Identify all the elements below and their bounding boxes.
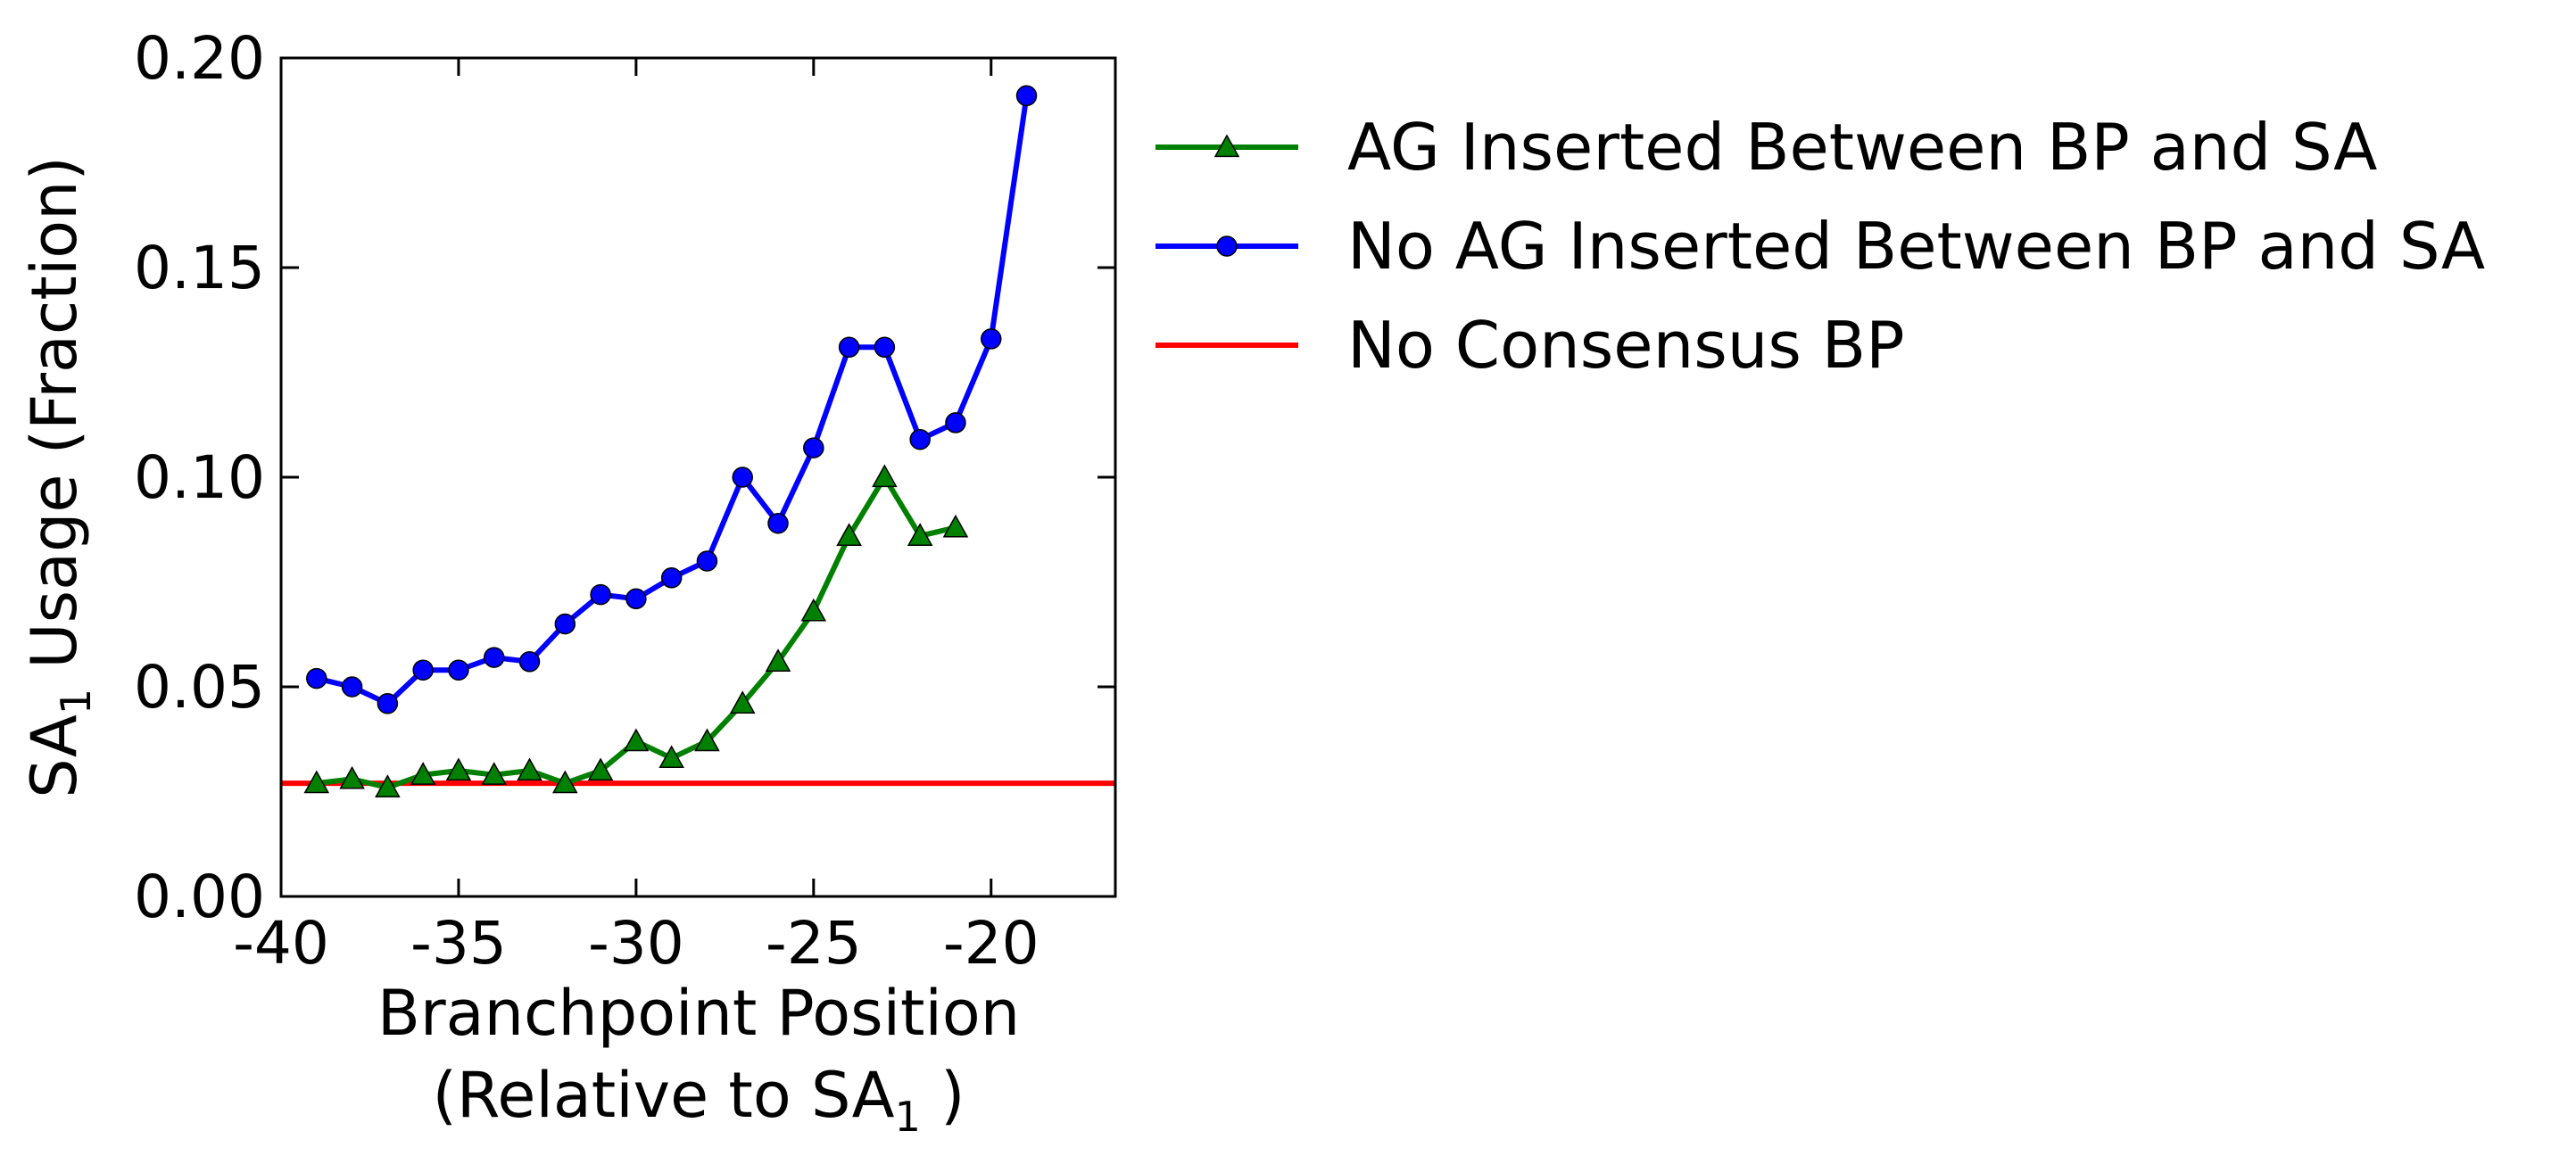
data-point [942,514,969,538]
data-point [377,693,399,714]
data-point [874,336,896,359]
data-point [729,690,756,714]
x-tick-label: -35 [410,909,507,978]
legend-entry: AG Inserted Between BP and SA [1155,110,2377,185]
y-axis-title-subscript: 1 [52,689,100,714]
legend-label: No AG Inserted Between BP and SA [1347,209,2485,284]
y-axis-title-suffix: Usage (Fraction) [18,156,91,689]
data-point [481,762,507,785]
axis-ticks: 0.00 0.05 0.10 0.15 0.20 -40 -35 -30 -25 -20 [134,24,1115,978]
x-axis-title-line2: (Relative to SA1 ) [433,1059,965,1141]
y-tick-label: 0.10 [134,443,265,512]
plot-frame [279,56,1117,898]
x-axis-title-line1: Branchpoint Position [377,977,1020,1050]
data-point [800,598,827,622]
data-point [518,651,541,673]
data-point [552,770,578,794]
data-point [587,757,614,781]
data-point [410,762,436,785]
data-point [980,328,1002,350]
y-axis-title-prefix: SA [18,714,91,798]
data-point [696,550,718,572]
series-line [316,95,1030,706]
data-point [1216,235,1238,257]
data-point [517,757,543,781]
data-point [838,336,860,359]
x-axis-title-line2-subscript: 1 [895,1093,921,1141]
data-point [412,659,434,681]
data-point [1015,85,1038,107]
legend-label: AG Inserted Between BP and SA [1347,110,2377,185]
data-point [303,770,330,794]
y-tick-label: 0.20 [134,24,265,93]
data-point [448,659,469,681]
legend: AG Inserted Between BP and SA No AG Inser… [1155,110,2485,383]
data-point [483,647,505,668]
data-point [767,512,789,534]
data-point [306,667,327,689]
x-tick-label: -40 [233,909,329,978]
data-point [339,765,365,789]
y-tick-label: 0.00 [134,863,265,931]
series-no-ag-inserted-between-bp-and-sa [306,85,1038,714]
data-point [1213,134,1240,158]
data-point [341,676,363,698]
data-point [907,523,933,546]
data-point [625,588,647,610]
data-point [554,613,576,635]
data-point [765,648,791,672]
data-point [375,774,401,797]
legend-label: No Consensus BP [1347,308,1905,383]
data-point [694,728,720,752]
data-point [732,467,753,488]
x-tick-label: -25 [766,909,862,978]
data-point [623,728,650,752]
x-tick-label: -20 [943,909,1040,978]
data-point [803,437,824,458]
data-point [590,583,611,606]
data-point [945,412,966,434]
y-tick-label: 0.15 [134,234,265,302]
legend-entry: No Consensus BP [1155,308,1905,383]
data-point [445,757,472,781]
data-point [658,745,684,769]
x-tick-label: -30 [588,909,684,978]
series-ag-inserted-between-bp-and-sa [303,464,969,797]
legend-entry: No AG Inserted Between BP and SA [1155,209,2485,284]
y-tick-label: 0.05 [134,653,265,722]
x-axis-title-line2-prefix: (Relative to SA [433,1059,895,1132]
data-point [660,567,683,589]
x-axis-title-line2-suffix: ) [921,1059,965,1132]
y-axis-title: SA1 Usage (Fraction) [18,156,100,798]
data-point [836,523,862,546]
data-point [872,464,898,488]
plot-series-layer [281,85,1115,797]
data-point [909,428,931,450]
